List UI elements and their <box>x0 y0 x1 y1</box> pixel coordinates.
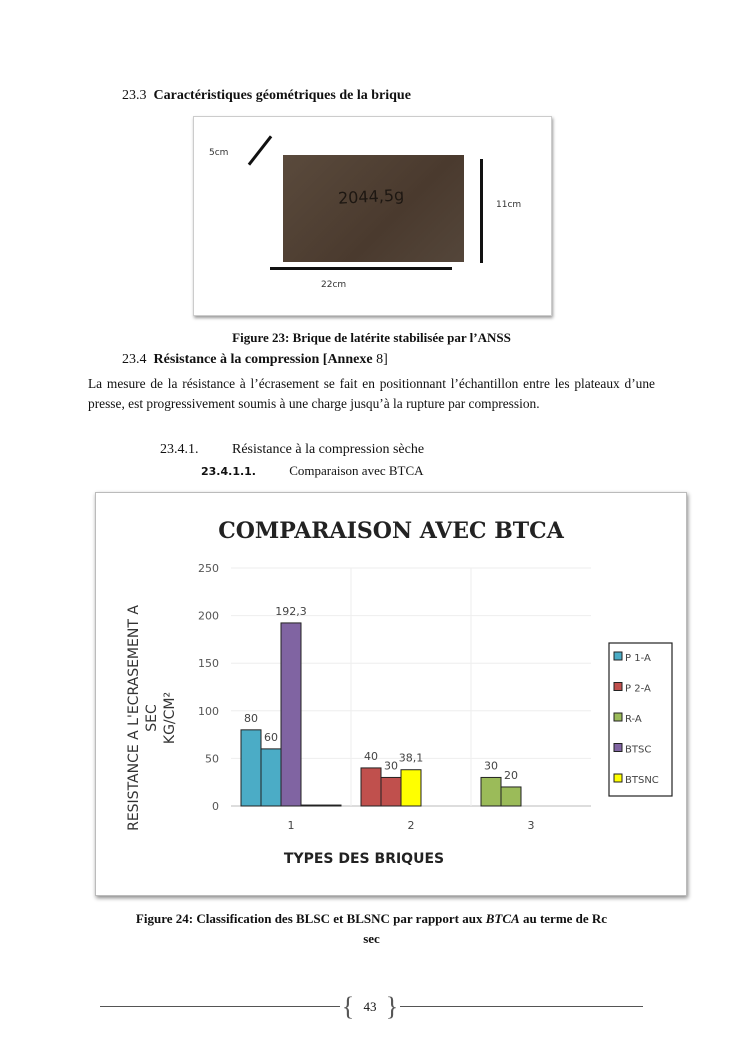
caption-italic: BTCA <box>485 911 520 926</box>
data-label: 40 <box>364 750 378 763</box>
legend-label: R-A <box>625 714 642 725</box>
data-label: 60 <box>264 731 278 744</box>
bar <box>360 767 382 807</box>
legend-swatch <box>613 651 623 661</box>
height-label: 11cm <box>496 200 522 210</box>
y-tick-label: 200 <box>198 610 219 623</box>
brace-right-icon: } <box>385 992 399 1021</box>
section-number: 23.4 <box>122 352 147 367</box>
section-heading-23-4-1: 23.4.1. Résistance à la compression sèch… <box>160 442 424 458</box>
section-heading-23-4-1-1: 23.4.1.1. Comparaison avec BTCA <box>201 463 424 479</box>
brick-photo: 2044,5g 5cm 11cm 22cm <box>193 116 552 316</box>
bar-chart: COMPARAISON AVEC BTCA 0 50 100 150 200 250 80… <box>126 518 673 867</box>
y-tick-label: 100 <box>198 705 219 718</box>
section-title-suffix: 8] <box>376 352 388 367</box>
x-tick-label: 2 <box>408 819 415 832</box>
legend-label: P 1-A <box>625 653 651 664</box>
figure-24-caption: Figure 24: Classification des BLSC et BL… <box>88 909 655 949</box>
legend-label: P 2-A <box>625 684 651 695</box>
bar <box>280 622 302 807</box>
y-tick-label: 250 <box>198 562 219 575</box>
section-number: 23.4.1. <box>160 442 199 457</box>
page-number-text: 43 <box>363 999 377 1014</box>
data-label: 38,1 <box>399 752 424 765</box>
y-axis-title-line: RESISTANCE A L'ECRASEMENT A <box>126 605 142 831</box>
data-label: 20 <box>504 769 518 782</box>
brace-left-icon: { <box>341 992 355 1021</box>
chart-legend: P 1-A P 2-A R-A BTSC BTSNC <box>608 642 673 797</box>
data-label: 192,3 <box>275 605 307 618</box>
y-axis-title-line: SEC <box>144 704 160 732</box>
x-tick-label: 3 <box>528 819 535 832</box>
chart-title: COMPARAISON AVEC BTCA <box>218 518 564 544</box>
figure-23-caption: Figure 23: Brique de latérite stabilisée… <box>232 330 511 345</box>
section-number: 23.3 <box>122 88 147 103</box>
bar <box>260 748 282 807</box>
thickness-label: 5cm <box>209 148 229 158</box>
legend-label: BTSC <box>625 745 651 756</box>
section-number: 23.4.1.1. <box>201 465 256 478</box>
footer-rule-left <box>100 1006 340 1007</box>
section-title: Caractéristiques géométriques de la briq… <box>153 88 411 103</box>
body-paragraph: La mesure de la résistance à l’écrasemen… <box>88 376 655 411</box>
caption-text: sec <box>363 931 380 946</box>
data-label: 30 <box>484 759 498 772</box>
data-label: 30 <box>384 759 398 772</box>
brick-image: 2044,5g <box>283 155 464 262</box>
page-number: { 43 } <box>340 992 400 1022</box>
caption-text: au terme de Rc <box>519 911 608 926</box>
legend-swatch <box>613 743 623 752</box>
x-axis-title: TYPES DES BRIQUES <box>284 851 444 867</box>
y-axis-title-line: KG/CM² <box>162 692 178 744</box>
mass-annotation: 2044,5g <box>337 185 405 208</box>
y-tick-label: 0 <box>212 800 219 813</box>
bar <box>480 776 502 807</box>
chart-figure: COMPARAISON AVEC BTCA 0 50 100 150 200 250 80… <box>95 492 687 896</box>
section-title: Résistance à la compression [Annexe <box>153 352 373 367</box>
height-line <box>480 159 483 263</box>
legend-label: BTSNC <box>625 775 659 786</box>
section-title: Résistance à la compression sèche <box>232 442 425 457</box>
legend-swatch <box>613 712 623 722</box>
length-line <box>270 267 452 270</box>
section-title: Comparaison avec BTCA <box>289 463 424 478</box>
length-label: 22cm <box>321 280 347 290</box>
bar <box>400 769 422 807</box>
bar <box>240 729 262 807</box>
footer-rule-right <box>400 1006 643 1007</box>
legend-swatch <box>613 773 623 783</box>
section-heading-23-3: 23.3 Caractéristiques géométriques de la… <box>122 88 411 104</box>
bar <box>300 804 342 807</box>
legend-swatch <box>613 682 623 691</box>
section-heading-23-4: 23.4 Résistance à la compression [Annexe… <box>122 352 388 368</box>
x-tick-label: 1 <box>288 819 295 832</box>
caption-text: Figure 24: Classification des BLSC et BL… <box>135 911 486 926</box>
y-tick-label: 50 <box>205 752 219 765</box>
y-axis-title: RESISTANCE A L'ECRASEMENT A SEC KG/CM² <box>126 605 178 831</box>
data-label: 80 <box>244 712 258 725</box>
bar <box>380 776 402 807</box>
bar <box>500 786 522 807</box>
thickness-line <box>247 135 273 166</box>
y-tick-label: 150 <box>198 657 219 670</box>
